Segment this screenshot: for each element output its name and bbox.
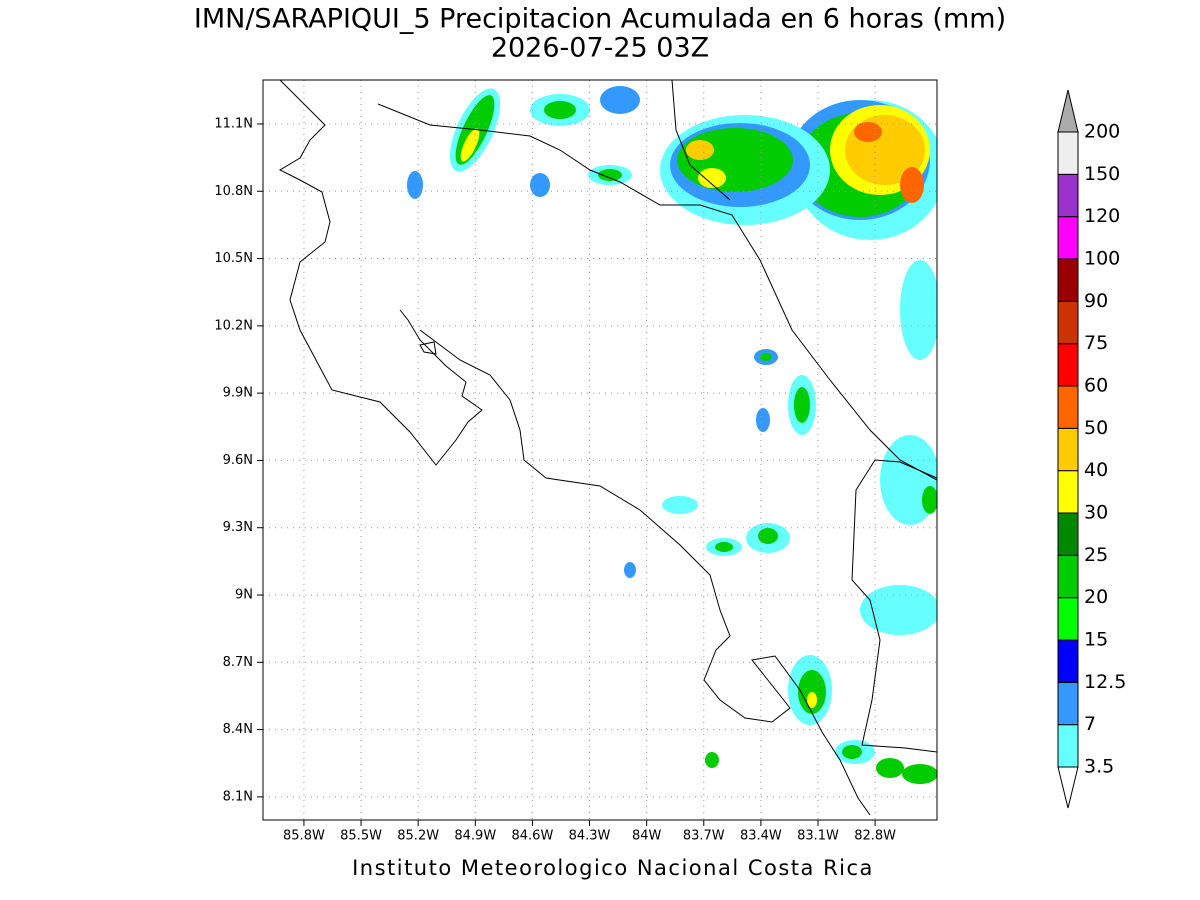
y-tick-label: 9.9N <box>223 386 253 401</box>
colorbar-label: 60 <box>1084 375 1108 397</box>
coastlines <box>278 80 937 816</box>
x-tick-label: 84W <box>632 829 662 844</box>
x-tick-label: 84.6W <box>512 829 554 844</box>
colorbar-segment <box>1057 724 1079 768</box>
footer: Instituto Meteorologico Nacional Costa R… <box>352 856 874 880</box>
colorbar-label: 90 <box>1084 290 1108 312</box>
x-tick-label: 84.3W <box>569 829 611 844</box>
colorbar-label: 120 <box>1084 205 1120 227</box>
colorbar-segment <box>1057 385 1079 429</box>
x-tick-label: 83.1W <box>797 829 839 844</box>
y-tick-label: 9N <box>235 588 253 603</box>
colorbar-segment <box>1057 258 1079 302</box>
colorbar-label: 3.5 <box>1084 756 1114 778</box>
subtitle: 2026-07-25 03Z <box>491 33 709 64</box>
colorbar-segment <box>1057 343 1079 387</box>
colorbar: 3.5 7 12.5 15 20 25 30 40 50 60 75 90 100 120 150 200 <box>1057 89 1126 809</box>
colorbar-over <box>1057 89 1079 133</box>
y-tick-label: 9.3N <box>223 520 253 535</box>
y-tick-label: 8.7N <box>223 655 253 670</box>
y-tick-label: 11.1N <box>214 116 253 131</box>
colorbar-under <box>1057 766 1079 809</box>
colorbar-segment <box>1057 427 1079 472</box>
title: IMN/SARAPIQUI_5 Precipitacion Acumulada … <box>194 4 1006 35</box>
colorbar-segment <box>1057 681 1079 726</box>
colorbar-segment <box>1057 597 1079 641</box>
colorbar-segment <box>1057 131 1079 175</box>
colorbar-label: 7 <box>1084 713 1096 735</box>
y-tick-label: 10.5N <box>214 251 253 266</box>
colorbar-segment <box>1057 216 1079 260</box>
x-tick-label: 85.5W <box>340 829 382 844</box>
x-tick-label: 85.2W <box>397 829 439 844</box>
y-tick-label: 9.6N <box>223 453 253 468</box>
y-tick-label: 10.8N <box>214 184 253 199</box>
colorbar-segment <box>1057 300 1079 345</box>
x-tick-label: 85.8W <box>283 829 325 844</box>
colorbar-segment <box>1057 173 1079 218</box>
x-tick-label: 84.9W <box>454 829 496 844</box>
colorbar-label: 200 <box>1084 121 1120 143</box>
map-frame <box>262 79 938 821</box>
colorbar-label: 12.5 <box>1084 671 1126 693</box>
colorbar-label: 150 <box>1084 163 1120 185</box>
x-tick-label: 83.7W <box>683 829 725 844</box>
colorbar-label: 100 <box>1084 248 1120 270</box>
y-tick-label: 8.4N <box>223 722 253 737</box>
colorbar-label: 30 <box>1084 502 1108 524</box>
colorbar-segment <box>1057 639 1079 683</box>
y-tick-label: 8.1N <box>223 789 253 804</box>
axes: 85.8W 85.5W 85.2W 84.9W 84.6W 84.3W 84W 83.7W 83… <box>214 116 896 843</box>
colorbar-label: 20 <box>1084 586 1108 608</box>
colorbar-label: 40 <box>1084 459 1108 481</box>
colorbar-label: 50 <box>1084 417 1108 439</box>
colorbar-segment <box>1057 512 1079 556</box>
grid <box>263 80 937 820</box>
colorbar-segment <box>1057 554 1079 599</box>
precip-field <box>407 86 937 784</box>
x-tick-label: 83.4W <box>740 829 782 844</box>
colorbar-label: 15 <box>1084 629 1108 651</box>
colorbar-label: 75 <box>1084 332 1108 354</box>
colorbar-label: 25 <box>1084 544 1108 566</box>
colorbar-segment <box>1057 470 1079 514</box>
y-tick-label: 10.2N <box>214 318 253 333</box>
x-tick-label: 82.8W <box>854 829 896 844</box>
